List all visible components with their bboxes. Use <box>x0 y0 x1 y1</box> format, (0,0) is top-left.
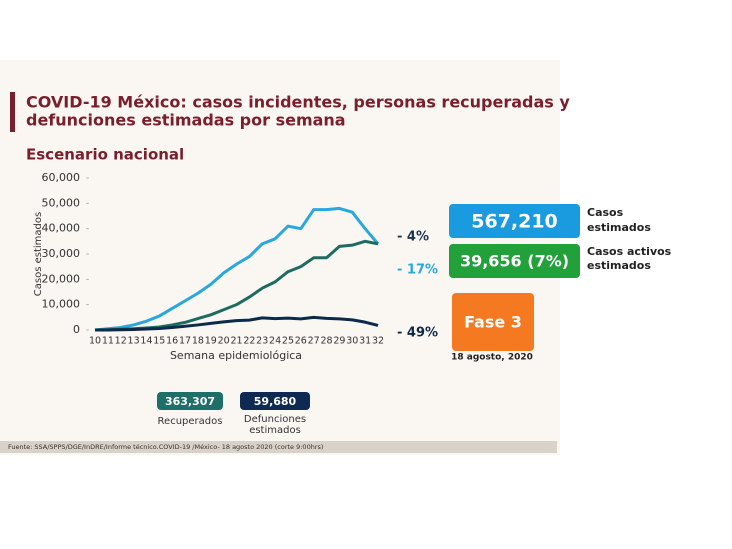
x-tick-label: 23 <box>256 336 268 347</box>
title-accent <box>10 92 15 132</box>
footer-band <box>0 441 557 453</box>
annotation: - 4% <box>397 230 429 245</box>
summary-box <box>240 392 310 410</box>
x-tick-label: 19 <box>205 336 217 347</box>
x-tick-label: 11 <box>102 336 114 347</box>
x-tick-label: 25 <box>282 336 294 347</box>
summary-label: Defunciones <box>244 414 306 425</box>
summary-value: 567,210 <box>471 211 558 233</box>
phase-date: 18 agosto, 2020 <box>451 353 533 363</box>
x-tick-label: 21 <box>230 336 242 347</box>
x-tick-label: 22 <box>243 336 255 347</box>
x-tick-label: 26 <box>295 336 307 347</box>
summary-box <box>157 392 223 410</box>
y-tick-label: 0 <box>73 323 80 336</box>
summary-label: Casos activos <box>587 245 672 258</box>
x-tick-label: 13 <box>128 336 140 347</box>
annotation: - 49% <box>397 326 438 341</box>
x-tick-label: 31 <box>359 336 371 347</box>
summary-box <box>449 204 580 238</box>
x-tick-label: 18 <box>192 336 204 347</box>
source-note: Fuente: SSA/SPPS/DGE/InDRE/Informe técni… <box>8 443 323 451</box>
chart-subtitle: Escenario nacional <box>26 146 184 164</box>
summary-label: estimados <box>587 259 651 272</box>
summary-box <box>449 244 580 278</box>
x-tick-label: 27 <box>308 336 320 347</box>
x-tick-label: 28 <box>320 336 332 347</box>
summary-value: 39,656 (7%) <box>460 252 569 271</box>
x-tick-label: 20 <box>218 336 230 347</box>
summary-value: 59,680 <box>254 395 297 408</box>
y-tick-label: 20,000 <box>42 272 81 285</box>
summary-label: Casos <box>587 206 624 219</box>
series-line <box>95 315 379 332</box>
x-tick-label: 16 <box>166 336 178 347</box>
y-tick-label: 10,000 <box>42 298 81 311</box>
annotation: - 17% <box>397 263 438 278</box>
series-line <box>94 206 380 332</box>
summary-value: Fase 3 <box>464 313 522 332</box>
summary-label: Recuperados <box>158 416 223 427</box>
y-tick-label: 60,000 <box>42 171 81 184</box>
x-tick-label: 14 <box>140 336 152 347</box>
x-tick-label: 32 <box>372 336 384 347</box>
summary-value: 363,307 <box>165 395 215 408</box>
chart-title: COVID-19 México: casos incidentes, perso… <box>26 93 570 112</box>
y-tick-label: 50,000 <box>42 196 81 209</box>
x-tick-label: 30 <box>346 336 358 347</box>
x-tick-label: 29 <box>333 336 345 347</box>
x-tick-label: 10 <box>89 336 101 347</box>
x-tick-label: 24 <box>269 336 281 347</box>
chart-title: defunciones estimadas por semana <box>26 111 346 130</box>
y-tick-label: 30,000 <box>42 247 81 260</box>
y-axis-label: Casos estimados <box>33 212 44 296</box>
summary-label: estimados <box>587 221 651 234</box>
summary-label: estimados <box>249 425 301 436</box>
x-tick-label: 17 <box>179 336 191 347</box>
summary-box <box>452 293 534 351</box>
y-tick-label: 40,000 <box>42 222 81 235</box>
x-axis-label: Semana epidemiológica <box>170 349 302 362</box>
x-tick-label: 12 <box>115 336 127 347</box>
x-tick-label: 15 <box>153 336 165 347</box>
